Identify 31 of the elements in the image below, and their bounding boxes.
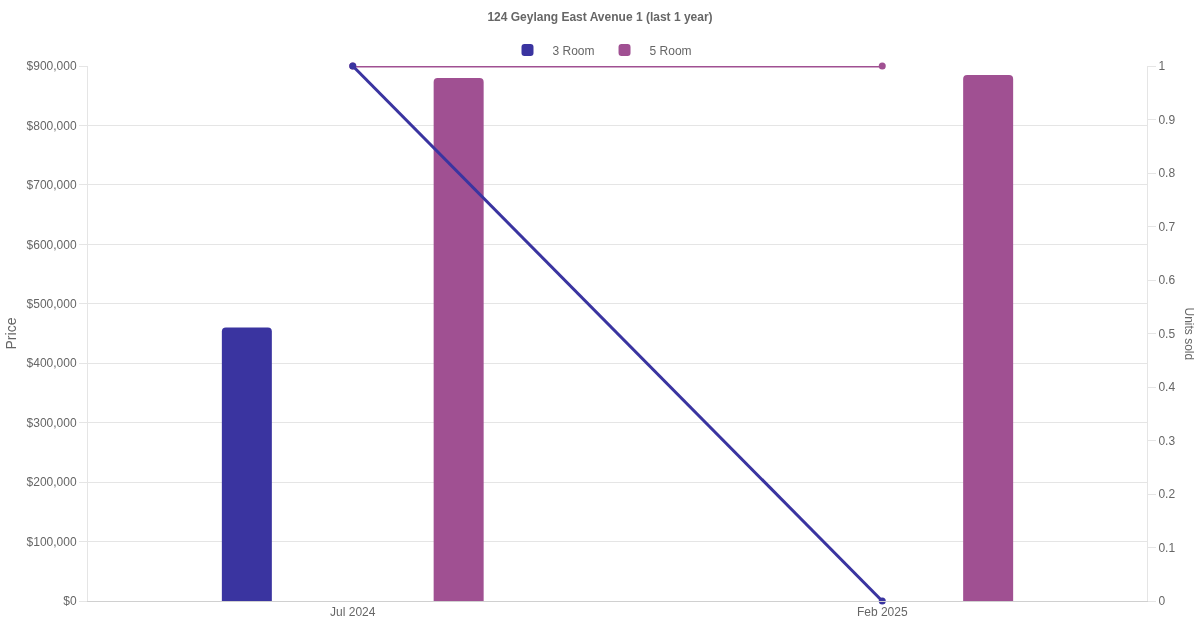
y-tick-label: $200,000 (26, 475, 77, 490)
y-tick-label: $700,000 (26, 178, 77, 193)
y2-tick-label: 0 (1158, 594, 1166, 609)
y2-tick-label: 0.2 (1158, 487, 1176, 502)
x-tick-label: Jul 2024 (330, 605, 376, 620)
legend-label: 5 Room (649, 43, 692, 58)
y2-tick-label: 0.5 (1158, 326, 1176, 341)
y-tick-label: $400,000 (26, 356, 77, 371)
legend-label: 3 Room (552, 43, 595, 58)
y2-tick-label: 0.9 (1158, 112, 1176, 127)
bar (963, 74, 1014, 601)
bar (221, 327, 272, 601)
y-tick-label: $500,000 (26, 296, 77, 311)
y2-tick-label: 0.3 (1158, 433, 1176, 448)
y-tick-label: $600,000 (26, 237, 77, 252)
y2-tick-label: 0.6 (1158, 273, 1176, 288)
y-tick-label: $300,000 (26, 415, 77, 430)
bar (433, 77, 484, 601)
chart-title: 124 Geylang East Avenue 1 (last 1 year) (487, 10, 713, 25)
y2-tick-label: 1 (1158, 59, 1166, 74)
y-tick-label: $800,000 (26, 118, 77, 133)
x-tick-label: Feb 2025 (856, 605, 908, 620)
y2-tick-label: 0.8 (1158, 166, 1176, 181)
y2-axis-title: Units sold (1181, 307, 1196, 361)
y-tick-label: $900,000 (26, 59, 77, 74)
y-tick-label: $100,000 (26, 534, 77, 549)
y-axis-title: Price (3, 317, 20, 350)
y-tick-label: $0 (63, 594, 77, 609)
y2-tick-label: 0.4 (1158, 380, 1176, 395)
y2-tick-label: 0.1 (1158, 540, 1176, 555)
y2-tick-label: 0.7 (1158, 219, 1176, 234)
